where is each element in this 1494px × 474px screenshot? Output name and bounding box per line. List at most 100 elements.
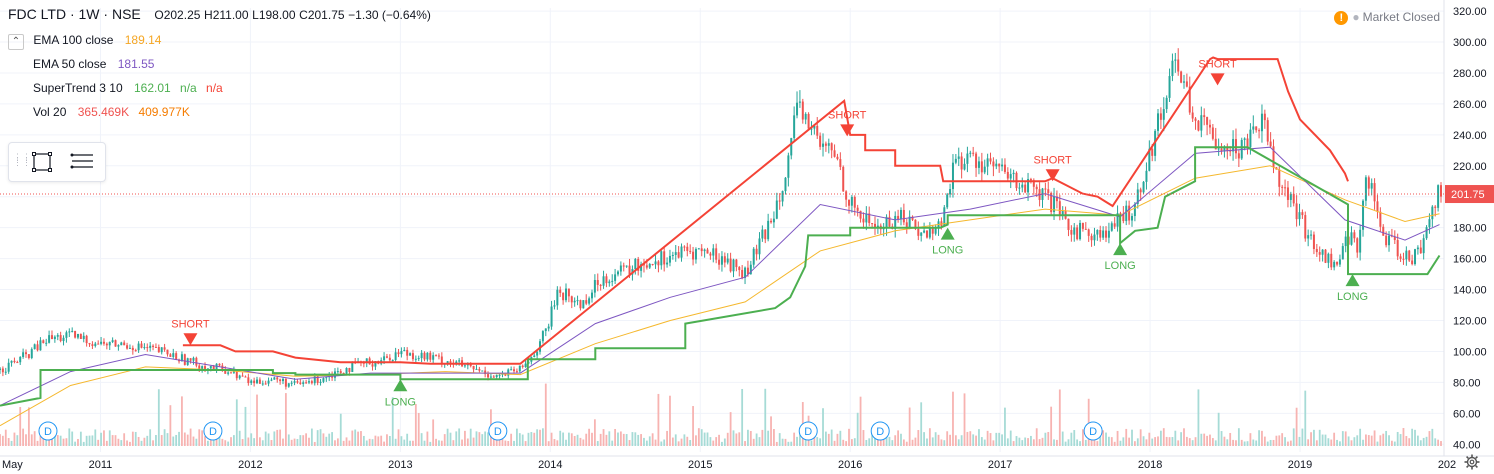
volume-bar <box>1330 439 1333 446</box>
indicator-label: EMA 50 close <box>33 57 107 71</box>
volume-bar <box>1263 436 1266 446</box>
volume-bar <box>1313 429 1315 446</box>
candle-body <box>801 101 804 120</box>
candle-body <box>507 369 510 376</box>
candle-body <box>781 191 784 202</box>
volume-bar <box>1359 428 1362 446</box>
indicator-ema100[interactable]: ⌃ EMA 100 close 189.14 <box>8 33 161 50</box>
volume-bar <box>1428 431 1431 446</box>
volume-bar <box>429 441 432 446</box>
volume-bar <box>160 435 163 446</box>
candle-body <box>152 345 155 347</box>
volume-bar <box>1133 441 1136 446</box>
volume-bar <box>97 439 100 446</box>
volume-bar <box>923 432 925 446</box>
candle-body <box>218 363 221 366</box>
candle-body <box>570 296 573 303</box>
candle-body <box>925 230 928 238</box>
volume-bar <box>1128 437 1131 446</box>
volume-bar <box>1382 433 1385 446</box>
candle-body <box>827 143 830 146</box>
candle-body <box>709 253 712 256</box>
indicator-volume[interactable]: Vol 20 365.469K 409.977K <box>33 105 190 119</box>
volume-bar <box>371 439 374 446</box>
indicator-ema50[interactable]: EMA 50 close 181.55 <box>33 57 154 71</box>
volume-bar <box>833 440 836 446</box>
volume-bar <box>654 439 657 446</box>
candle-body <box>400 351 403 355</box>
candle-body <box>1220 148 1223 152</box>
candle-body <box>1382 226 1385 236</box>
symbol-title[interactable]: FDC LTD · 1W · NSE <box>8 6 141 22</box>
candle-body <box>1223 147 1226 152</box>
volume-bar <box>391 397 394 446</box>
collapse-icon[interactable]: ⌃ <box>8 34 24 50</box>
volume-bar <box>983 439 986 446</box>
volume-bar <box>524 441 527 446</box>
object-tree-icon[interactable] <box>69 149 95 175</box>
candle-body <box>928 227 931 238</box>
candle-body <box>258 379 261 384</box>
indicator-value-ma: 409.977K <box>138 105 190 119</box>
warning-icon[interactable]: ! <box>1334 11 1349 25</box>
candle-body <box>1139 189 1142 193</box>
rectangle-tool-icon[interactable] <box>29 149 55 175</box>
candle-body <box>842 166 845 192</box>
volume-bar <box>591 432 593 446</box>
volume-bar <box>1064 441 1067 446</box>
candle-body <box>1405 250 1408 260</box>
candle-body <box>1018 187 1021 189</box>
candle-body <box>741 269 744 278</box>
x-tick-label: 2012 <box>238 459 262 471</box>
volume-bar <box>1362 439 1364 446</box>
volume-bar <box>1284 437 1286 446</box>
gear-icon[interactable] <box>1464 454 1480 470</box>
candle-body <box>599 284 602 286</box>
volume-bar <box>761 429 764 446</box>
volume-bar <box>406 433 409 446</box>
candle-body <box>539 341 542 352</box>
volume-bar <box>461 439 463 446</box>
candle-body <box>544 328 547 332</box>
candle-body <box>426 352 429 360</box>
volume-bar <box>1356 435 1359 446</box>
volume-bar <box>865 439 868 446</box>
candle-body <box>718 259 721 265</box>
volume-bar <box>972 434 975 446</box>
volume-bar <box>1108 436 1110 446</box>
drag-handle-icon[interactable]: ⋮⋮ ⋮⋮ <box>13 152 31 167</box>
candle-body <box>1399 256 1402 259</box>
candle-body <box>625 265 628 267</box>
volume-bar <box>631 432 634 446</box>
candle-body <box>547 326 550 329</box>
dividend-marker-icon <box>203 421 223 441</box>
candle-body <box>97 343 100 345</box>
candle-body <box>463 365 466 367</box>
candle-body <box>302 382 305 384</box>
short-signal-arrow <box>1210 73 1225 86</box>
volume-bar <box>784 438 787 446</box>
candle-body <box>492 376 495 378</box>
volume-bar <box>501 438 504 446</box>
volume-bar <box>697 428 700 446</box>
candle-body <box>94 343 97 346</box>
volume-bar <box>172 436 175 446</box>
volume-bar <box>348 440 351 446</box>
candle-body <box>868 213 871 224</box>
candle-body <box>1203 115 1206 118</box>
candle-body <box>758 238 761 255</box>
candle-body <box>1070 229 1073 235</box>
candle-body <box>235 369 238 379</box>
candle-body <box>671 254 674 256</box>
volume-bar <box>186 434 189 446</box>
candle-body <box>157 346 160 353</box>
indicator-supertrend[interactable]: SuperTrend 3 10 162.01 n/a n/a <box>33 81 223 95</box>
volume-bar <box>1001 434 1003 446</box>
x-tick-label: 2014 <box>538 459 562 471</box>
candle-body <box>1050 192 1053 213</box>
volume-bar <box>469 428 472 446</box>
volume-bar <box>680 438 683 446</box>
volume-bar <box>1339 441 1341 446</box>
candle-body <box>1188 86 1191 113</box>
